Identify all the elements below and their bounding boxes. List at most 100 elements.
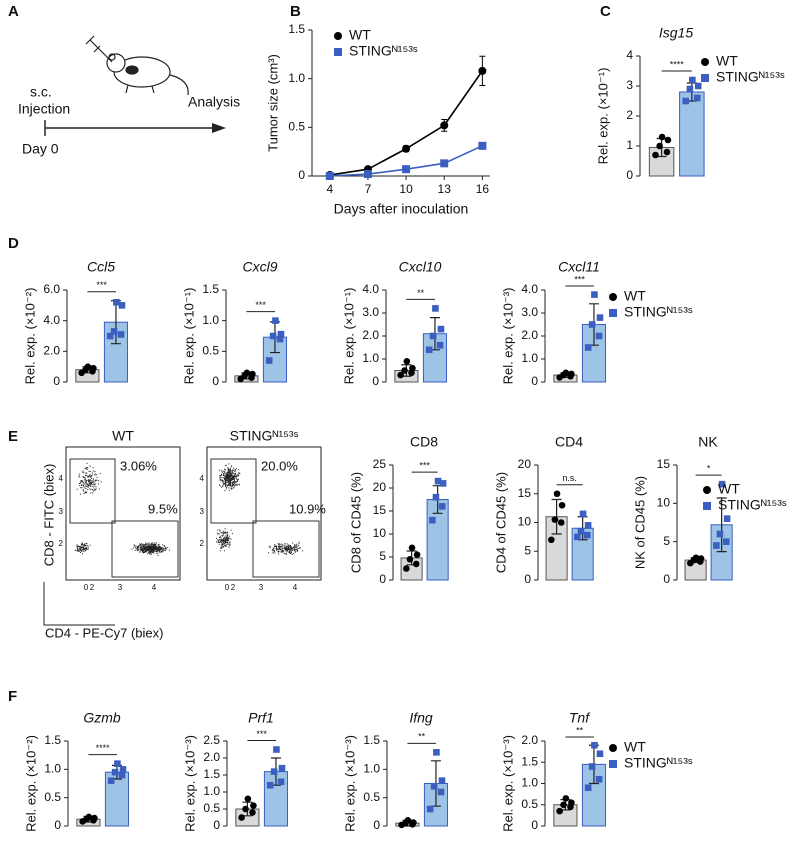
- flow-event: [294, 548, 296, 550]
- chart-title: Tnf: [569, 710, 591, 726]
- flow-event: [228, 469, 230, 471]
- flow-event: [222, 534, 224, 536]
- significance-label: **: [576, 725, 584, 735]
- flow-event: [152, 542, 154, 544]
- flow-event: [222, 543, 224, 545]
- flow-event: [229, 476, 231, 478]
- data-point: [434, 477, 442, 485]
- flow-event: [285, 547, 287, 549]
- flow-event: [225, 474, 227, 476]
- flow-event: [151, 551, 153, 553]
- flow-event: [78, 546, 80, 548]
- flow-event: [221, 473, 223, 475]
- flow-event: [149, 551, 151, 553]
- data-point: [697, 555, 705, 562]
- flow-event: [227, 467, 229, 469]
- flow-x-label: CD4 - PE-Cy7 (biex): [45, 625, 163, 640]
- flow-event: [98, 480, 100, 482]
- flow-event: [280, 548, 282, 550]
- flow-event: [230, 487, 232, 489]
- y-axis-label: CD4 of CD45 (%): [493, 472, 508, 573]
- flow-event: [223, 470, 225, 472]
- flow-event: [89, 465, 91, 467]
- flow-event: [85, 544, 87, 546]
- flow-event: [230, 470, 232, 472]
- data-point: [694, 82, 702, 90]
- flow-event: [216, 533, 218, 535]
- data-point: [437, 325, 445, 333]
- data-point: [403, 565, 410, 572]
- flow-event: [226, 479, 228, 481]
- data-point: [250, 802, 257, 809]
- flow-event: [150, 553, 152, 555]
- flow-event: [216, 537, 218, 539]
- flow-event: [87, 480, 89, 482]
- y-axis-label: CD8 of CD45 (%): [348, 472, 363, 573]
- flow-event: [93, 479, 95, 481]
- flow-event: [293, 548, 295, 550]
- data-point: [409, 364, 416, 372]
- data-point: [577, 527, 585, 535]
- flow-event: [154, 546, 156, 548]
- y-tick-label: 2.0: [362, 328, 379, 342]
- flow-event: [227, 469, 229, 471]
- flow-event: [223, 537, 225, 539]
- flow-event: [278, 548, 280, 550]
- flow-event: [220, 540, 222, 542]
- flow-event: [226, 474, 228, 476]
- significance-label: n.s.: [562, 473, 577, 483]
- flow-event: [222, 485, 224, 487]
- flow-event: [289, 551, 291, 553]
- flow-tick-label: 2: [90, 583, 95, 592]
- flow-event: [164, 549, 166, 551]
- flow-event: [81, 553, 83, 555]
- chart-title: Gzmb: [83, 710, 121, 726]
- y-tick-label: 5: [524, 543, 531, 557]
- flow-event: [93, 483, 95, 485]
- flow-event: [142, 549, 144, 551]
- flow-event: [82, 470, 84, 472]
- flow-event: [149, 545, 151, 547]
- flow-event: [80, 551, 82, 553]
- gate-label: 9.5%: [148, 501, 178, 516]
- y-axis-label: Rel. exp. (×10⁻¹): [341, 288, 356, 385]
- flow-event: [227, 475, 229, 477]
- flow-event: [288, 548, 290, 550]
- flow-event: [269, 545, 271, 547]
- flow-tick-label: 0: [225, 583, 230, 592]
- flow-event: [293, 545, 295, 547]
- y-tick-label: 3.0: [362, 305, 379, 319]
- flow-event: [231, 476, 233, 478]
- flow-event: [82, 484, 84, 486]
- flow-event: [138, 545, 140, 547]
- data-point: [113, 298, 120, 306]
- flow-event: [153, 544, 155, 546]
- flow-event: [164, 548, 166, 550]
- flow-event: [231, 488, 233, 490]
- flow-event: [93, 488, 95, 490]
- flow-event: [142, 552, 144, 554]
- flow-event: [227, 537, 229, 539]
- bar: [679, 91, 705, 177]
- flow-event: [165, 548, 167, 550]
- flow-event: [277, 543, 279, 545]
- flow-event: [215, 541, 217, 543]
- flow-event: [286, 548, 288, 550]
- flow-event: [231, 482, 233, 484]
- data-point: [277, 778, 285, 786]
- flow-event: [150, 544, 152, 546]
- schematic-label: Day 0: [22, 141, 59, 157]
- data-point: [588, 763, 596, 770]
- flow-event: [85, 484, 87, 486]
- flow-event: [145, 547, 147, 549]
- flow-event: [148, 543, 150, 545]
- flow-event: [224, 537, 226, 539]
- flow-event: [223, 543, 225, 545]
- flow-event: [143, 552, 145, 554]
- flow-event: [221, 474, 223, 476]
- flow-event: [281, 548, 283, 550]
- flow-event: [289, 548, 291, 550]
- flow-event: [150, 545, 152, 547]
- flow-event: [94, 474, 96, 476]
- flow-event: [141, 543, 143, 545]
